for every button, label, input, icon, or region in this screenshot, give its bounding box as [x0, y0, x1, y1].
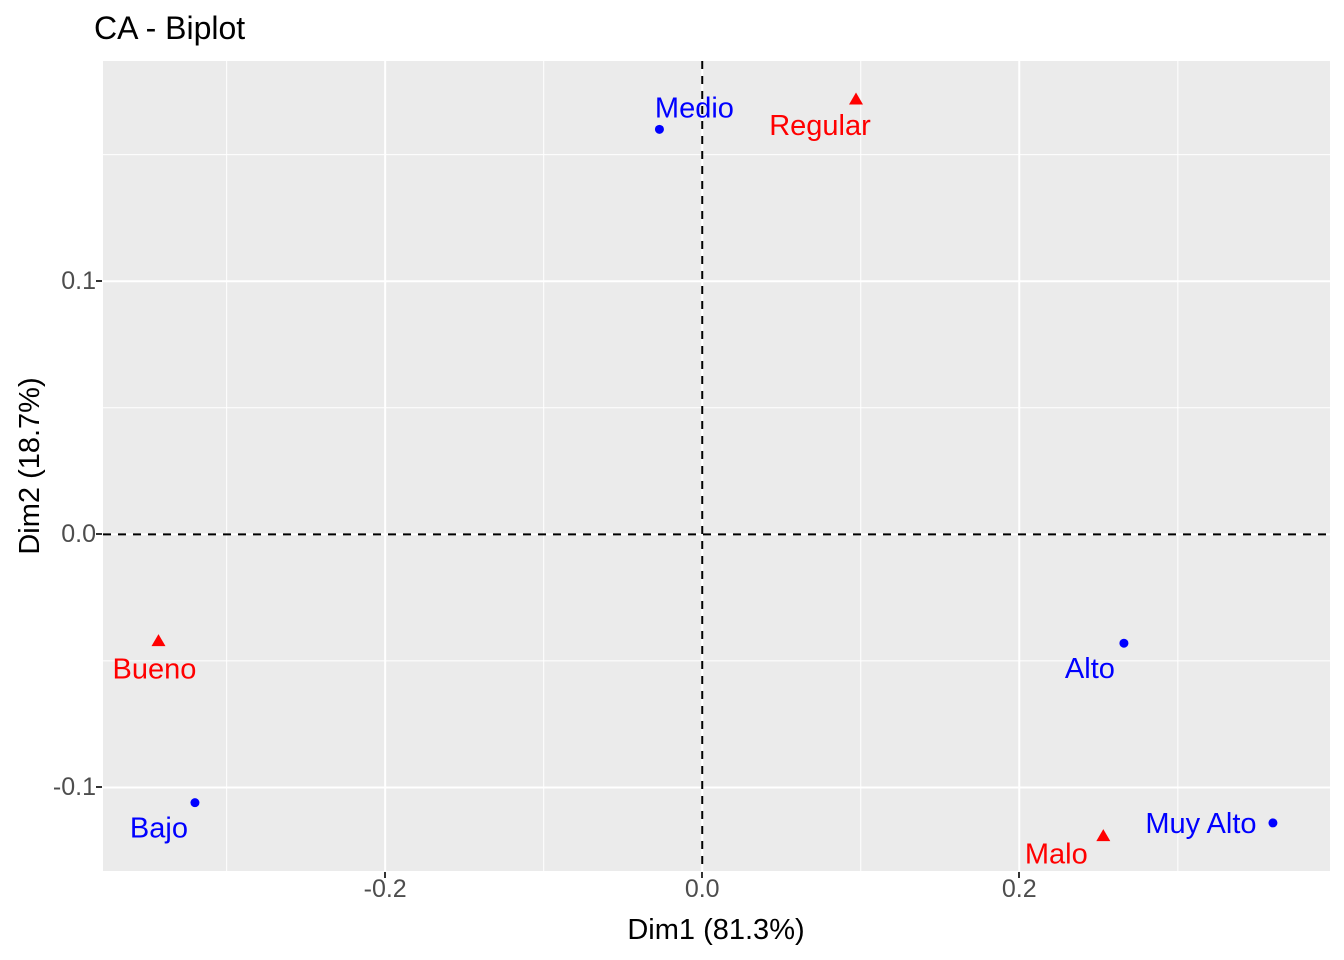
- y-axis-tick-label: 0.1: [61, 267, 96, 296]
- point-label-bajo: Bajo: [130, 813, 188, 845]
- chart-title: CA - Biplot: [94, 10, 246, 46]
- x-axis-tick-label: -0.2: [363, 875, 407, 903]
- x-axis-tick-label: 0.0: [684, 875, 720, 903]
- data-point-bueno: [151, 634, 166, 647]
- data-point-muy-alto: [1268, 818, 1278, 828]
- data-point-malo: [1096, 829, 1111, 842]
- data-point-regular: [849, 92, 864, 105]
- y-axis-tick: [96, 786, 102, 789]
- x-axis-tick: [384, 872, 387, 878]
- point-label-alto: Alto: [1065, 653, 1115, 685]
- y-axis-tick-label: -0.1: [52, 773, 96, 802]
- data-point-bajo: [190, 798, 200, 808]
- x-axis-title: Dim1 (81.3%): [627, 914, 805, 946]
- plot-panel: Bajo Medio Alto Muy Alto Bueno Regular Malo: [103, 61, 1330, 871]
- data-point-alto: [1119, 638, 1129, 648]
- point-label-malo: Malo: [1025, 839, 1088, 871]
- x-axis-tick-label: 0.2: [1001, 875, 1037, 903]
- y-axis-tick: [96, 280, 102, 283]
- y-axis-tick: [96, 533, 102, 536]
- plot-canvas: Bajo Medio Alto Muy Alto Bueno Regular Malo: [103, 61, 1330, 871]
- x-axis-tick: [701, 872, 704, 878]
- data-point-medio: [654, 124, 664, 134]
- point-label-muy-alto: Muy Alto: [1145, 808, 1256, 840]
- point-label-medio: Medio: [655, 92, 734, 124]
- y-axis-tick-label: 0.0: [61, 520, 96, 549]
- point-label-regular: Regular: [769, 110, 871, 142]
- x-axis-tick: [1018, 872, 1021, 878]
- point-label-bueno: Bueno: [113, 654, 197, 686]
